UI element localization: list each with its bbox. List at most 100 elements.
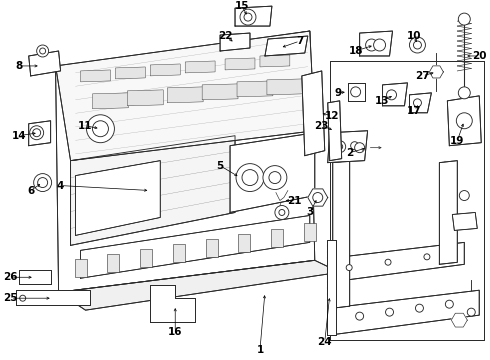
Text: 22: 22 (218, 31, 232, 41)
Circle shape (279, 210, 285, 216)
Text: 8: 8 (15, 61, 23, 71)
Circle shape (366, 39, 378, 51)
Polygon shape (55, 31, 315, 292)
Polygon shape (80, 70, 110, 82)
Text: 12: 12 (324, 111, 339, 121)
Polygon shape (74, 259, 87, 277)
Polygon shape (447, 96, 481, 146)
Circle shape (445, 300, 453, 308)
Polygon shape (330, 61, 484, 340)
Circle shape (456, 113, 472, 129)
Circle shape (20, 295, 25, 301)
Circle shape (40, 48, 46, 54)
Circle shape (351, 142, 359, 150)
Polygon shape (238, 234, 250, 252)
Polygon shape (304, 224, 316, 242)
Polygon shape (410, 93, 431, 113)
Text: 15: 15 (235, 1, 249, 11)
Circle shape (334, 141, 345, 153)
Text: 4: 4 (57, 181, 64, 190)
Polygon shape (225, 58, 255, 70)
Text: 10: 10 (407, 31, 422, 41)
Polygon shape (220, 33, 250, 51)
Circle shape (385, 259, 391, 265)
Polygon shape (383, 83, 408, 106)
Circle shape (242, 170, 258, 185)
Circle shape (38, 177, 48, 188)
Circle shape (34, 174, 51, 192)
Circle shape (240, 9, 256, 25)
Circle shape (356, 312, 364, 320)
Polygon shape (267, 79, 303, 95)
Polygon shape (440, 161, 457, 264)
Text: 23: 23 (315, 121, 329, 131)
Circle shape (459, 190, 469, 201)
Text: 19: 19 (450, 136, 465, 146)
Text: 27: 27 (415, 71, 430, 81)
Polygon shape (302, 71, 325, 156)
Circle shape (37, 45, 49, 57)
Text: 17: 17 (407, 106, 422, 116)
Circle shape (93, 121, 108, 137)
Polygon shape (328, 101, 342, 161)
Circle shape (387, 90, 396, 100)
Polygon shape (80, 216, 310, 278)
Text: 11: 11 (78, 121, 93, 131)
Polygon shape (19, 270, 50, 284)
Polygon shape (330, 242, 465, 282)
Circle shape (458, 87, 470, 99)
Circle shape (244, 13, 252, 21)
Polygon shape (327, 240, 336, 335)
Polygon shape (55, 31, 315, 161)
Circle shape (410, 37, 425, 53)
Polygon shape (333, 161, 350, 308)
Polygon shape (429, 66, 443, 78)
Circle shape (263, 166, 287, 190)
Text: 7: 7 (296, 36, 303, 46)
Text: 26: 26 (3, 272, 18, 282)
Circle shape (30, 126, 44, 140)
Polygon shape (150, 64, 180, 76)
Polygon shape (260, 55, 290, 67)
Polygon shape (328, 131, 368, 163)
Polygon shape (93, 93, 128, 109)
Polygon shape (140, 249, 152, 267)
Polygon shape (265, 36, 308, 56)
Polygon shape (451, 313, 467, 327)
Polygon shape (452, 212, 477, 230)
Circle shape (346, 265, 352, 271)
Text: 14: 14 (11, 131, 26, 141)
Circle shape (236, 164, 264, 192)
Text: 6: 6 (27, 185, 34, 195)
Text: 1: 1 (256, 345, 264, 355)
Text: 16: 16 (168, 327, 182, 337)
Text: 3: 3 (306, 207, 314, 217)
Circle shape (414, 99, 421, 107)
Circle shape (351, 87, 361, 97)
Polygon shape (185, 61, 215, 73)
Circle shape (269, 172, 281, 184)
Text: 13: 13 (375, 96, 390, 106)
Text: 20: 20 (472, 51, 487, 61)
Text: 9: 9 (334, 88, 341, 98)
Circle shape (424, 254, 430, 260)
Circle shape (386, 308, 393, 316)
Text: 5: 5 (217, 161, 224, 171)
Polygon shape (237, 81, 273, 97)
Circle shape (313, 193, 323, 203)
Polygon shape (173, 244, 185, 262)
Polygon shape (202, 84, 238, 100)
Text: 25: 25 (3, 293, 18, 303)
Polygon shape (29, 121, 50, 146)
Polygon shape (330, 290, 479, 335)
Polygon shape (230, 133, 315, 212)
Polygon shape (16, 290, 91, 305)
Polygon shape (235, 6, 272, 26)
Polygon shape (271, 229, 283, 247)
Circle shape (355, 143, 365, 153)
Polygon shape (116, 67, 146, 79)
Polygon shape (29, 51, 61, 76)
Text: 2: 2 (346, 148, 353, 158)
Circle shape (467, 308, 475, 316)
Polygon shape (107, 254, 119, 272)
